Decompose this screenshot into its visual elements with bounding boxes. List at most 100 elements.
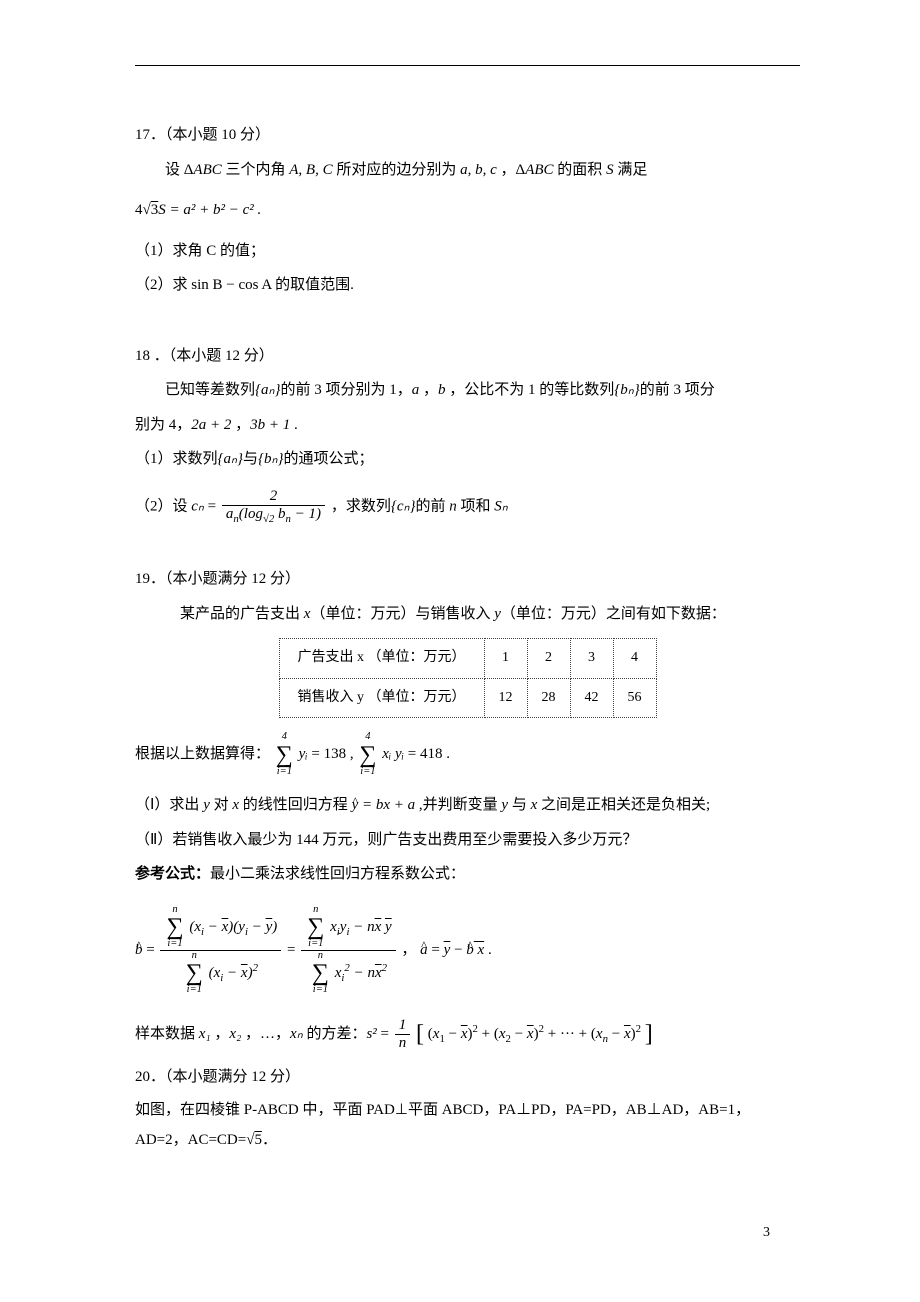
q19-part2: （Ⅱ）若销售收入最少为 144 万元，则广告支出费用至少需要投入多少万元？ (135, 826, 800, 855)
eq: = bx + a (358, 797, 415, 813)
val: = 418 . (404, 746, 450, 762)
text: ，求数列 (331, 498, 391, 514)
ref-label: 参考公式： (135, 866, 210, 882)
text: ,并判断变量 (415, 797, 501, 813)
text: AD=2，AC=CD= (135, 1132, 246, 1148)
text: 所对应的边分别为 (336, 162, 460, 178)
text: 的面积 (557, 162, 606, 178)
frac-1n: 1 n (395, 1017, 411, 1053)
text: 对 (210, 797, 233, 813)
bracket-left-icon: [ (416, 1021, 424, 1047)
sides: a, b, c (460, 162, 497, 178)
sn: Sₙ (494, 498, 507, 514)
bracket-right-icon: ] (645, 1021, 653, 1047)
cell: 28 (527, 678, 570, 718)
yi: yᵢ (299, 746, 308, 762)
area-s: S (606, 162, 614, 178)
s: S (158, 202, 166, 218)
table-row: 销售收入 y （单位：万元） 12 28 42 56 (279, 678, 656, 718)
eq: = (377, 1026, 393, 1042)
text: （Ⅰ）求出 (135, 797, 203, 813)
seq-an: {aₙ} (255, 382, 280, 398)
xn: xₙ (290, 1026, 303, 1042)
text: 设 Δ (165, 162, 193, 178)
text: （2）设 (135, 498, 191, 514)
text: ，…， (241, 1026, 290, 1042)
minus: − (450, 942, 466, 958)
yhat: y (352, 797, 359, 813)
q20-heading: 20．（本小题满分 12 分） (135, 1063, 800, 1092)
denominator: an(log√2 bn − 1) (222, 506, 325, 525)
frac1: n∑i=1 (xi − x)(yi − y) n∑i=1 (xi − x)2 (160, 905, 281, 996)
q18-line1: 已知等差数列{aₙ}的前 3 项分别为 1，a ，b ，公比不为 1 的等比数列… (135, 376, 800, 405)
q19-part1: （Ⅰ）求出 y 对 x 的线性回归方程 y = bx + a ,并判断变量 y … (135, 791, 800, 820)
numerator: 2 (222, 488, 325, 506)
sum-icon: 4 ∑ i=1 (276, 732, 293, 777)
text: 样本数据 (135, 1026, 199, 1042)
text: 别为 4， (135, 417, 191, 433)
q19-intro: 某产品的广告支出 x（单位：万元）与销售收入 y（单位：万元）之间有如下数据： (135, 600, 800, 629)
ahat: a (420, 942, 428, 958)
end: . (484, 942, 492, 958)
q19-variance: 样本数据 x₁ ，x₂ ，…，xₙ 的方差：s² = 1 n [ (x1 − x… (135, 1012, 800, 1058)
seq-cn: {cₙ} (391, 498, 416, 514)
cell: 2 (527, 639, 570, 679)
row1-label: 广告支出 x （单位：万元） (279, 639, 484, 679)
q19-formula-b: b = n∑i=1 (xi − x)(yi − y) n∑i=1 (xi − x… (135, 905, 800, 996)
x1: x₁ (199, 1026, 211, 1042)
den: n∑i=1 xi2 − nx2 (301, 951, 395, 996)
num: n∑i=1 (xi − x)(yi − y) (160, 905, 281, 951)
cell: 1 (484, 639, 527, 679)
text: ，Δ (501, 162, 526, 178)
text: （1）求数列 (135, 451, 218, 467)
den: n∑i=1 (xi − x)2 (160, 951, 281, 996)
q17-part1: （1）求角 C 的值； (135, 237, 800, 266)
text: . (290, 417, 298, 433)
text: 三个内角 (226, 162, 290, 178)
q18-heading: 18 ．（本小题 12 分） (135, 342, 800, 371)
seq-bn: {bₙ} (614, 382, 639, 398)
plus: + (482, 1026, 494, 1042)
coef: 4 (135, 202, 143, 218)
header-rule (135, 65, 800, 66)
val: = 138 (308, 746, 346, 762)
triangle-abc: ABC (193, 162, 221, 178)
q17-equation: 4√3S = a² + b² − c² . (135, 196, 800, 225)
xiyi: xᵢ yᵢ (382, 746, 404, 762)
rhs: = a² + b² − c² . (166, 202, 262, 218)
text: 的前 3 项分 (640, 382, 715, 398)
q20-body2: AD=2，AC=CD=√5． (135, 1128, 800, 1152)
text: 的通项公式； (284, 451, 374, 467)
sep: , (350, 746, 358, 762)
frac2: n∑i=1 xiyi − nx y n∑i=1 xi2 − nx2 (301, 905, 395, 996)
text: 某产品的广告支出 (180, 606, 304, 622)
text: ， (419, 382, 438, 398)
text: （单位：万元）与销售收入 (310, 606, 494, 622)
q19-calc: 根据以上数据算得： 4 ∑ i=1 yᵢ = 138 , 4 ∑ i=1 xᵢ … (135, 732, 800, 777)
x2: x₂ (229, 1026, 241, 1042)
bhat: b (466, 942, 474, 958)
data-table: 广告支出 x （单位：万元） 1 2 3 4 销售收入 y （单位：万元） 12… (279, 638, 657, 718)
text: ， (211, 1026, 230, 1042)
eq: = (143, 942, 159, 958)
sep: ， (401, 942, 420, 958)
num: n∑i=1 xiyi − nx y (301, 905, 395, 951)
xbar: x (474, 942, 484, 958)
n: n (449, 498, 457, 514)
expr2: 3b + 1 (250, 417, 290, 433)
text: 的线性回归方程 (239, 797, 352, 813)
cell: 42 (570, 678, 613, 718)
page-number: 3 (763, 1220, 770, 1247)
cn: cₙ (191, 498, 204, 514)
fraction: 2 an(log√2 bn − 1) (222, 488, 325, 526)
text: 根据以上数据算得： (135, 746, 270, 762)
eq: = (204, 498, 220, 514)
bhat: b (135, 942, 143, 958)
text: 的前 (415, 498, 449, 514)
text: 已知等差数列 (165, 382, 255, 398)
eq: = (428, 942, 444, 958)
sum-icon: 4 ∑ i=1 (359, 732, 376, 777)
text: ． (262, 1132, 277, 1148)
text: 之间是正相关还是负相关; (537, 797, 710, 813)
q20-body1: 如图，在四棱锥 P‐ABCD 中，平面 PAD⊥平面 ABCD，PA⊥PD，PA… (135, 1098, 800, 1122)
